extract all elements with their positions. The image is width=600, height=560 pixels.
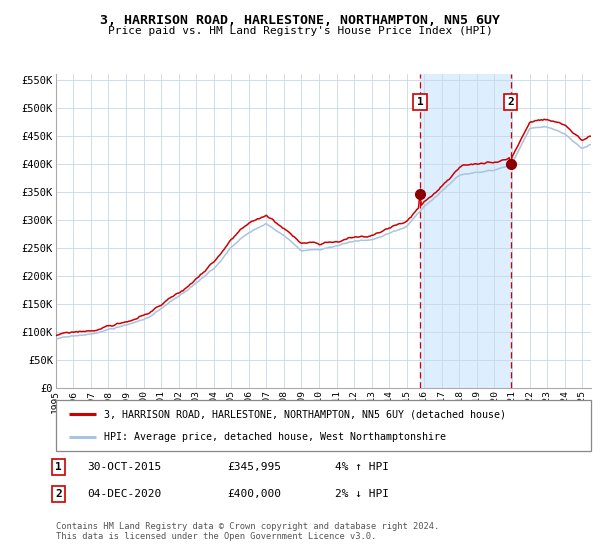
Text: 04-DEC-2020: 04-DEC-2020 (87, 489, 161, 499)
Text: 2: 2 (55, 489, 62, 499)
Text: Contains HM Land Registry data © Crown copyright and database right 2024.
This d: Contains HM Land Registry data © Crown c… (56, 522, 439, 542)
Text: 3, HARRISON ROAD, HARLESTONE, NORTHAMPTON, NN5 6UY: 3, HARRISON ROAD, HARLESTONE, NORTHAMPTO… (100, 14, 500, 27)
Text: 1: 1 (55, 462, 62, 472)
Text: 4% ↑ HPI: 4% ↑ HPI (335, 462, 389, 472)
Text: 30-OCT-2015: 30-OCT-2015 (87, 462, 161, 472)
Bar (420, 74, 511, 388)
Text: HPI: Average price, detached house, West Northamptonshire: HPI: Average price, detached house, West… (104, 432, 446, 442)
Text: 2% ↓ HPI: 2% ↓ HPI (335, 489, 389, 499)
Text: £400,000: £400,000 (227, 489, 281, 499)
Text: £345,995: £345,995 (227, 462, 281, 472)
Text: Price paid vs. HM Land Registry's House Price Index (HPI): Price paid vs. HM Land Registry's House … (107, 26, 493, 36)
Text: 2: 2 (507, 97, 514, 107)
Text: 3, HARRISON ROAD, HARLESTONE, NORTHAMPTON, NN5 6UY (detached house): 3, HARRISON ROAD, HARLESTONE, NORTHAMPTO… (104, 409, 506, 419)
Text: 1: 1 (416, 97, 423, 107)
